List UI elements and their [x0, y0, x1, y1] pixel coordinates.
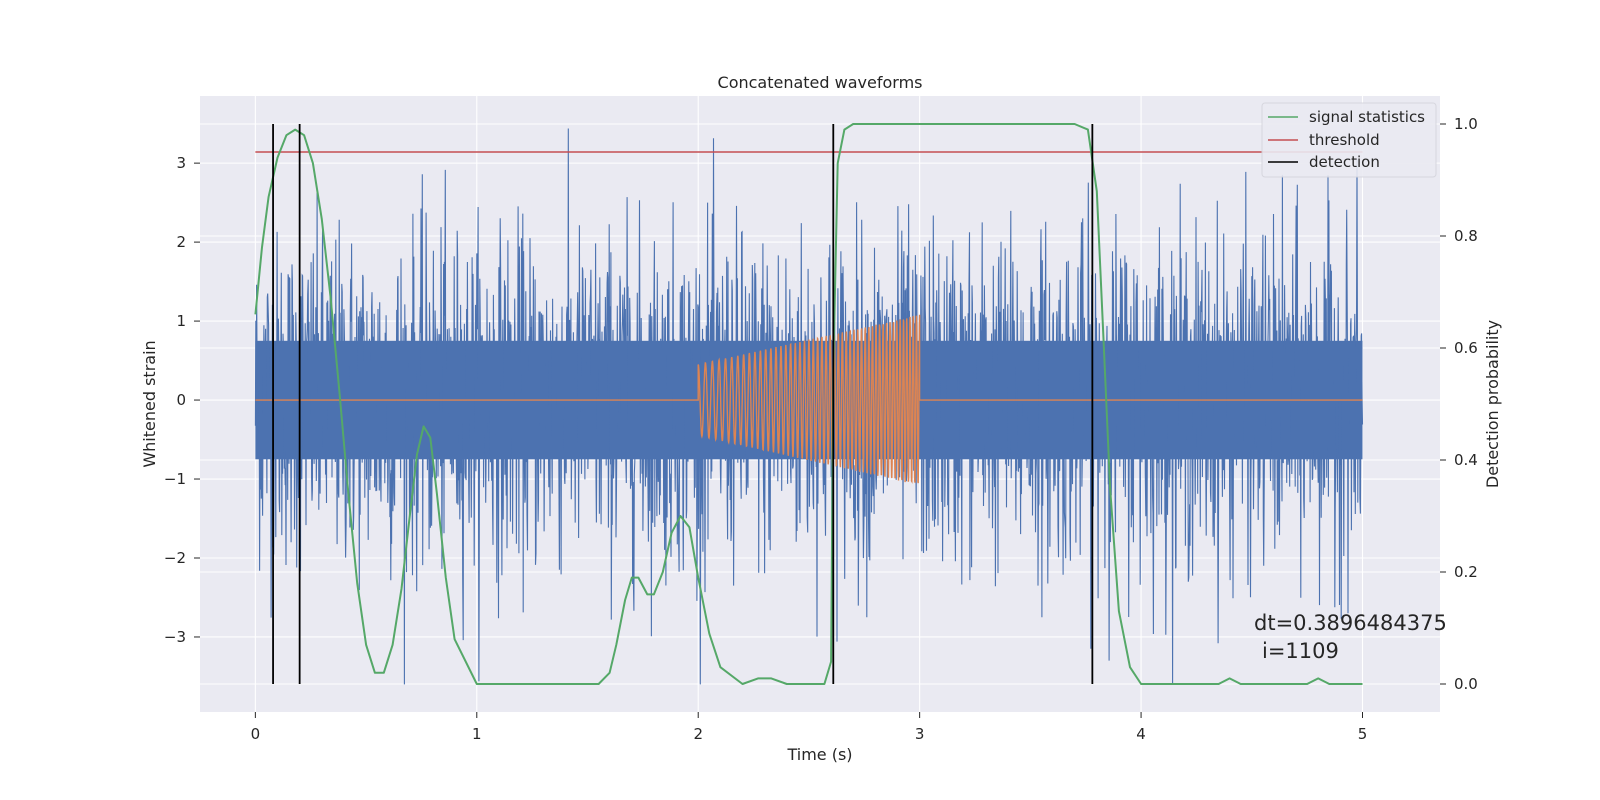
legend-label-threshold: threshold	[1309, 131, 1380, 149]
right-y-tick-label: 0.0	[1454, 675, 1478, 693]
y-tick-label: 2	[176, 233, 186, 251]
signal-statistics-line	[254, 123, 1363, 685]
legend-label-signal-statistics: signal statistics	[1309, 108, 1425, 126]
annotation-i: i=1109	[1262, 639, 1339, 663]
y-tick-label: −1	[164, 470, 186, 488]
y-tick-label: −3	[164, 628, 186, 646]
y-tick-label: 0	[176, 391, 186, 409]
bottom-axis: 0 1 2 3 4 5	[251, 712, 1368, 743]
x-tick-label: 1	[472, 725, 482, 743]
x-tick-label: 5	[1358, 725, 1368, 743]
y-tick-label: −2	[164, 549, 186, 567]
legend-label-detection: detection	[1309, 153, 1380, 171]
right-axis-label: Detection probability	[1483, 320, 1502, 488]
x-axis-label: Time (s)	[786, 745, 852, 764]
right-y-tick-label: 0.4	[1454, 451, 1478, 469]
right-y-tick-label: 0.8	[1454, 227, 1478, 245]
injected-waveform	[255, 314, 1363, 484]
strain-trace	[254, 128, 1364, 685]
x-tick-label: 4	[1136, 725, 1146, 743]
x-tick-label: 0	[251, 725, 261, 743]
right-y-tick-label: 0.2	[1454, 563, 1478, 581]
left-axis: −3 −2 −1 0 1 2 3	[164, 154, 200, 646]
chart-title: Concatenated waveforms	[718, 73, 923, 92]
series-layer	[254, 123, 1364, 685]
y-tick-label: 1	[176, 312, 186, 330]
y-tick-label: 3	[176, 154, 186, 172]
x-tick-label: 3	[915, 725, 925, 743]
annotation-dt: dt=0.3896484375	[1254, 611, 1447, 635]
right-axis: 0.0 0.2 0.4 0.6 0.8 1.0	[1440, 115, 1478, 693]
legend-frame	[1261, 102, 1437, 178]
right-y-tick-label: 1.0	[1454, 115, 1478, 133]
x-tick-label: 2	[693, 725, 703, 743]
y-axis-label: Whitened strain	[140, 340, 159, 467]
legend: signal statistics threshold detection	[1261, 102, 1437, 178]
right-y-tick-label: 0.6	[1454, 339, 1478, 357]
